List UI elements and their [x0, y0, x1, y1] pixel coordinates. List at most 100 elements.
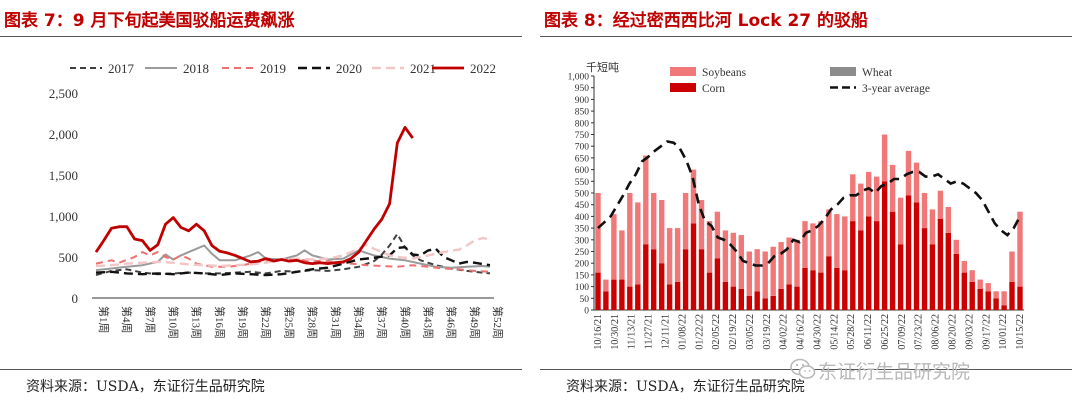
bar-corn: [826, 256, 832, 310]
y-tick-label: 500: [575, 190, 590, 200]
bar-soybeans: [690, 169, 697, 224]
x-tick-label: 05/14/22: [829, 314, 840, 350]
bar-soybeans: [977, 279, 983, 289]
y-tick-label: 900: [575, 96, 590, 106]
y-tick-label: 200: [575, 260, 590, 270]
bar-soybeans: [651, 193, 657, 250]
x-tick-label: 11/13/21: [627, 314, 638, 349]
bar-soybeans: [603, 279, 609, 292]
bar-soybeans: [961, 260, 967, 273]
x-tick-label: 02/19/22: [728, 314, 739, 350]
x-tick-label: 第19周: [236, 306, 250, 339]
bar-corn: [977, 288, 983, 310]
bar-soybeans: [770, 246, 776, 296]
bar-soybeans: [738, 235, 744, 289]
freight-line-chart: 0 500 1,000 1,500 2,000 2,500 第1周 第4周 第7周 第10周 第13…: [49, 61, 505, 339]
x-tick-label: 10/16/21: [593, 314, 604, 350]
bar-corn: [746, 296, 752, 310]
x-tick-label: 07/23/22: [914, 314, 925, 350]
y-tick-label: 600: [575, 166, 590, 176]
y-tick-label: 100: [575, 283, 590, 293]
bar-soybeans: [706, 221, 713, 273]
x-tick-label: 06/11/22: [863, 314, 874, 349]
y-tick-label: 800: [575, 119, 590, 129]
x-tick-label: 11/27/21: [644, 314, 655, 349]
bar-soybeans: [993, 291, 999, 299]
legend-label: Soybeans: [702, 67, 747, 79]
legend-label: 2017: [108, 61, 135, 76]
bar-corn: [929, 244, 936, 310]
y-tick-label: 250: [575, 248, 590, 258]
bar-corn: [810, 270, 816, 310]
bar-soybeans: [881, 134, 888, 182]
y-tick-label: 450: [575, 201, 590, 211]
bar-soybeans: [674, 228, 681, 282]
bar-corn: [1017, 286, 1023, 310]
bar-soybeans: [659, 200, 665, 264]
bar-soybeans: [595, 193, 601, 273]
x-tick-label: 01/08/22: [677, 314, 688, 350]
bar-soybeans: [969, 270, 975, 282]
bar-soybeans: [866, 171, 872, 217]
bar-corn: [794, 286, 800, 310]
x-tick-label: 第16周: [213, 306, 227, 339]
series-line-2020: [95, 245, 491, 277]
y-tick-label: 850: [575, 108, 590, 118]
y-tick-label: 2,500: [49, 86, 78, 101]
bar-corn: [1001, 305, 1007, 310]
x-tick-label: 09/17/22: [981, 314, 992, 350]
bar-corn: [659, 263, 665, 310]
x-tick-label: 02/05/22: [711, 314, 722, 350]
x-tick-label: 第22周: [259, 306, 273, 339]
series-line-3-year-average: [597, 140, 1022, 267]
y-tick-label: 1,500: [49, 168, 78, 183]
chart7-title: 图表 7：9 月下旬起美国驳船运费飙涨: [4, 11, 295, 31]
x-tick-label: 12/11/21: [661, 314, 672, 349]
bar-soybeans: [619, 230, 625, 280]
bar-corn: [730, 286, 736, 310]
bar-corn: [818, 272, 824, 310]
title-divider: [540, 36, 1072, 37]
legend-swatch-Wheat: [830, 67, 856, 76]
bar-soybeans: [897, 197, 904, 245]
y-tick-label: 750: [575, 131, 590, 141]
bar-soybeans: [611, 214, 617, 280]
bar-soybeans: [929, 209, 936, 245]
bar-corn: [985, 291, 991, 310]
bar-soybeans: [985, 283, 991, 292]
watermark-text: 东证衍生品研究院: [818, 361, 971, 383]
bar-corn: [690, 223, 697, 310]
y-unit-label: 千短吨: [586, 60, 619, 74]
bar-soybeans: [953, 239, 959, 254]
x-tick-label: 03/05/22: [745, 314, 756, 350]
bar-soybeans: [1009, 251, 1015, 282]
bar-soybeans: [810, 223, 816, 271]
x-tick-label: 09/03/22: [964, 314, 975, 350]
x-tick-label: 04/30/22: [812, 314, 823, 350]
bar-corn: [786, 284, 792, 310]
bar-soybeans: [627, 193, 633, 287]
x-tick-label: 04/02/22: [779, 314, 790, 350]
bar-corn: [834, 267, 840, 310]
bar-corn: [682, 249, 689, 310]
bar-corn: [937, 218, 944, 310]
bar-corn: [706, 272, 713, 310]
x-tick-label: 第7周: [143, 306, 157, 334]
bar-corn: [858, 230, 864, 310]
y-tick-label: 300: [575, 236, 590, 246]
legend-label: 2019: [260, 61, 286, 76]
x-tick-label: 第4周: [120, 306, 134, 334]
bar-soybeans: [889, 164, 896, 212]
bar-soybeans: [746, 251, 752, 296]
bar-corn: [993, 298, 999, 310]
bar-soybeans: [1017, 211, 1023, 287]
bar-corn: [802, 267, 808, 310]
bar-corn: [714, 258, 721, 310]
x-tick-label: 第43周: [421, 306, 435, 339]
x-tick-label: 07/09/22: [897, 314, 908, 350]
x-tick-label: 08/20/22: [947, 314, 958, 350]
y-tick-label: 550: [575, 178, 590, 188]
bar-soybeans: [818, 221, 824, 273]
x-tick-label: 第34周: [352, 306, 366, 339]
bar-soybeans: [921, 193, 928, 229]
